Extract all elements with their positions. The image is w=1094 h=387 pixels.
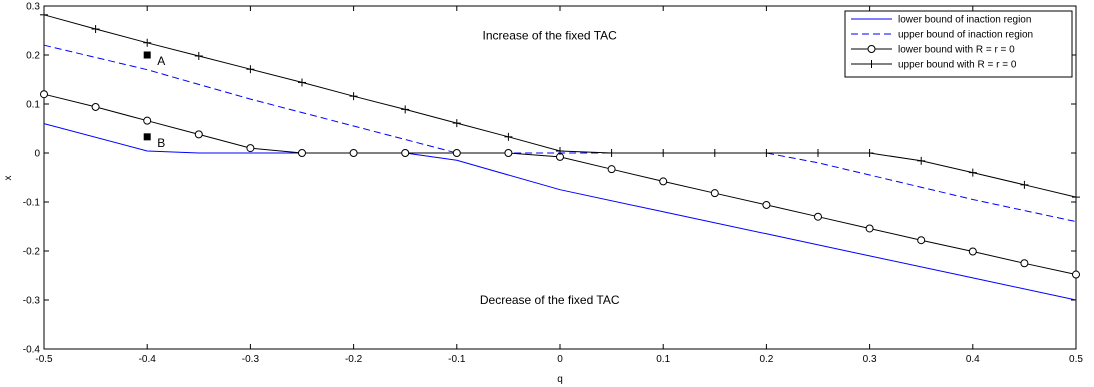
plus-marker (556, 147, 564, 156)
point-a-label: A (157, 54, 165, 68)
circle-marker (246, 144, 255, 153)
circle-marker (867, 45, 876, 53)
legend-label: lower bound with R = r = 0 (898, 45, 1015, 56)
x-tick-label: -0.1 (448, 354, 466, 365)
circle-marker (710, 189, 719, 198)
legend-entry: upper bound with R = r = 0 (851, 60, 1017, 71)
plus-marker (814, 149, 822, 157)
y-tick-label: 0.3 (26, 2, 40, 13)
plus-marker (607, 149, 616, 157)
plus-marker (1072, 193, 1080, 202)
circle-marker (298, 149, 306, 157)
point-a-marker (143, 51, 151, 59)
region-annotation: Increase of the fixed TAC (483, 28, 618, 42)
x-tick-label: 0.5 (1069, 354, 1083, 365)
legend-entry: lower bound of inaction region (851, 15, 1031, 26)
y-tick-label: 0.2 (26, 51, 40, 62)
x-tick-label: 0.4 (966, 354, 980, 365)
circle-marker (452, 149, 461, 157)
series-layer (40, 10, 1080, 301)
legend: lower bound of inaction region upper boun… (844, 10, 1073, 78)
legend-box (844, 10, 1073, 78)
y-tick-label: -0.1 (23, 198, 41, 209)
plus-marker (298, 78, 306, 87)
plus-marker (917, 156, 926, 165)
x-tick-label: 0.2 (759, 354, 773, 365)
y-tick-label: 0.1 (26, 100, 40, 111)
plus-marker (40, 10, 48, 19)
series-line (43, 123, 1077, 301)
plus-marker (504, 132, 513, 141)
circle-marker (814, 212, 822, 221)
x-tick-label: 0.1 (656, 354, 670, 365)
y-tick-label: 0 (34, 149, 40, 160)
circle-marker (917, 236, 926, 245)
plus-marker (968, 168, 977, 177)
x-tick-label: -0.4 (139, 354, 157, 365)
circle-marker (659, 177, 668, 186)
points-layer: AB (143, 51, 165, 150)
plus-marker (710, 149, 719, 157)
circle-marker (865, 224, 874, 233)
x-tick-label: -0.3 (242, 354, 260, 365)
annotations-layer: Increase of the fixed TAC Decrease of the… (480, 28, 620, 307)
circle-marker (40, 90, 48, 99)
plus-marker (762, 149, 771, 157)
point-b-label: B (157, 136, 165, 150)
circle-marker (1020, 259, 1029, 268)
point-b-marker (143, 133, 151, 141)
plus-marker (246, 65, 255, 74)
circle-marker (762, 200, 771, 209)
x-tick-label: -0.5 (35, 354, 53, 365)
axis-ticks: -0.5 -0.4 -0.3 -0.2 -0.1 0 0.1 0.2 0.3 0.4 0.5-0.4… (23, 2, 1084, 366)
x-tick-label: 0 (557, 354, 563, 365)
plus-marker (401, 105, 410, 114)
plus-marker (91, 25, 100, 34)
plus-marker (143, 38, 152, 47)
plus-marker (452, 119, 461, 128)
circle-marker (91, 102, 100, 111)
circle-marker (1072, 270, 1080, 279)
y-tick-label: -0.3 (23, 296, 41, 307)
circle-marker (504, 149, 513, 157)
y-tick-label: -0.2 (23, 247, 41, 258)
region-annotation: Decrease of the fixed TAC (480, 293, 620, 307)
legend-label: upper bound of inaction region (898, 30, 1033, 41)
plus-marker (865, 149, 874, 157)
plus-marker (194, 51, 203, 60)
circle-marker (194, 130, 203, 139)
y-tick-label: -0.4 (23, 345, 41, 356)
series-3 (40, 90, 1080, 279)
circle-marker (143, 116, 152, 125)
x-tick-label: 0.3 (863, 354, 877, 365)
y-axis-label: x (3, 176, 14, 181)
legend-label: upper bound with R = r = 0 (898, 60, 1017, 71)
circle-marker (607, 165, 616, 174)
series-1 (43, 123, 1077, 301)
circle-marker (968, 247, 977, 256)
legend-label: lower bound of inaction region (898, 15, 1031, 26)
legend-entry: lower bound with R = r = 0 (851, 45, 1015, 56)
x-axis-label: q (557, 374, 563, 385)
x-tick-label: -0.2 (345, 354, 363, 365)
legend-entry: upper bound of inaction region (851, 30, 1033, 41)
plus-marker (659, 149, 668, 157)
plus-marker (867, 60, 876, 68)
plus-marker (1020, 180, 1029, 189)
plus-marker (349, 92, 358, 101)
series-4 (40, 10, 1080, 202)
circle-marker (401, 149, 410, 157)
circle-marker (349, 149, 358, 157)
